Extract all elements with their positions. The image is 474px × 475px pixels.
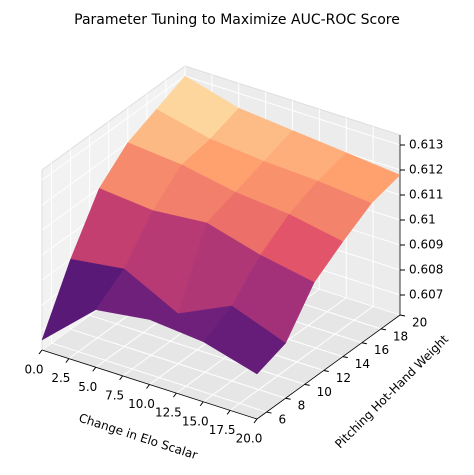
y-tick (285, 397, 291, 400)
x-tick-label: 5.0 (78, 380, 97, 394)
grid-line (51, 342, 267, 413)
x-tick-label: 2.5 (51, 371, 70, 385)
z-tick-label: 0.611 (409, 188, 443, 202)
y-tick-label: 10 (317, 385, 332, 399)
x-tick-label: 0.0 (24, 363, 43, 377)
chart-title: Parameter Tuning to Maximize AUC-ROC Sco… (74, 12, 400, 28)
x-tick-label: 12.5 (155, 406, 182, 420)
grid-line (89, 314, 305, 385)
x-tick (38, 349, 43, 355)
z-tick-label: 0.61 (409, 213, 436, 227)
y-tick-label: 12 (336, 371, 351, 385)
surface-patch (202, 305, 286, 375)
y-tick-label: 16 (374, 343, 389, 357)
axis-line (41, 349, 258, 420)
x-tick (92, 366, 97, 372)
x-tick-label: 17.5 (209, 423, 236, 437)
y-tick (361, 342, 367, 345)
y-tick (380, 328, 387, 331)
y-tick (266, 411, 272, 414)
y-tick (399, 314, 406, 317)
x-tick-label: 15.0 (182, 414, 209, 428)
x-tick (172, 392, 177, 398)
x-tick (253, 418, 258, 424)
grid-line (184, 75, 401, 146)
z-tick-label: 0.609 (409, 238, 443, 252)
grid-line (229, 305, 374, 411)
z-tick-label: 0.613 (409, 138, 443, 152)
y-tick-label: 8 (298, 399, 306, 413)
x-tick (65, 358, 70, 363)
y-tick-label: 20 (412, 316, 427, 330)
y-tick (304, 383, 310, 386)
x-tick (226, 410, 231, 415)
axis-line (256, 314, 401, 420)
z-tick-label: 0.612 (409, 163, 443, 177)
grid-line (41, 75, 186, 181)
y-tick (342, 356, 348, 359)
z-tick-label: 0.607 (409, 288, 443, 302)
y-tick-label: 6 (279, 413, 287, 427)
y-tick (323, 369, 329, 372)
grid-line (70, 328, 286, 399)
y-tick-label: 18 (393, 329, 408, 343)
y-tick-label: 14 (355, 357, 370, 371)
x-tick (146, 384, 150, 389)
x-tick-label: 10.0 (128, 397, 155, 411)
x-tick (199, 401, 204, 407)
x-tick-label: 7.5 (105, 388, 124, 402)
z-tick-label: 0.608 (409, 263, 443, 277)
x-tick (119, 375, 124, 381)
x-tick-label: 20.0 (236, 432, 263, 446)
